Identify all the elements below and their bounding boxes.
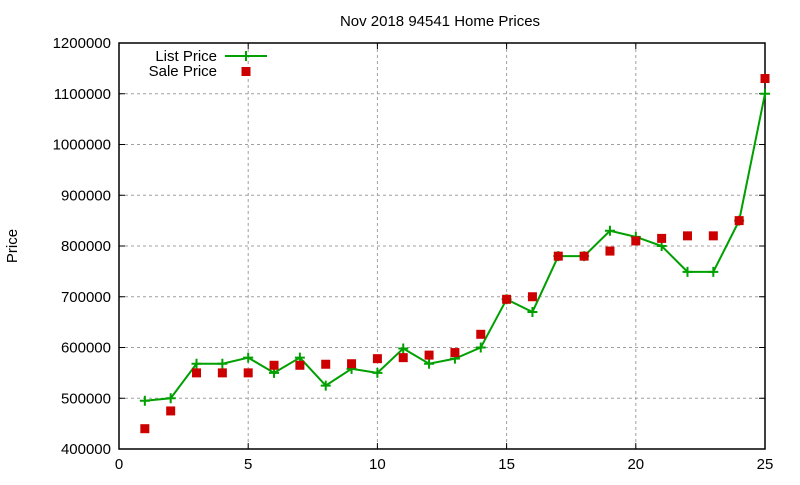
sale-price-marker	[295, 360, 305, 370]
y-tick-label: 800000	[61, 238, 111, 255]
list-price-marker	[527, 306, 538, 317]
list-price-marker	[760, 88, 770, 99]
list-price-marker	[139, 395, 150, 406]
sale-price-marker	[398, 353, 408, 363]
y-tick-label: 900000	[61, 187, 111, 204]
sale-price-marker	[347, 359, 357, 369]
sale-price-marker	[527, 292, 537, 302]
list-price-marker	[398, 343, 409, 354]
list-price-marker	[424, 358, 435, 369]
sale-price-marker	[553, 251, 563, 261]
sale-price-marker	[682, 231, 692, 241]
list-price-marker	[191, 358, 202, 369]
sale-price-marker	[708, 231, 718, 241]
sale-price-marker	[579, 251, 589, 261]
list-price-marker	[682, 266, 693, 277]
sale-price-marker	[166, 406, 176, 416]
sale-price-marker	[631, 236, 641, 246]
y-tick-label: 1000000	[53, 137, 111, 154]
list-price-marker	[604, 225, 615, 236]
y-axis-label: Price	[4, 229, 21, 263]
sale-price-marker	[476, 329, 486, 339]
x-tick-label: 10	[369, 456, 386, 473]
y-tick-label: 1200000	[53, 35, 111, 52]
x-tick-label: 25	[757, 456, 774, 473]
sale-price-marker	[269, 360, 279, 370]
sale-price-marker	[605, 246, 615, 256]
list-price-marker	[243, 352, 254, 363]
legend-label-list-price: List Price	[155, 48, 217, 65]
list-price-marker	[165, 393, 176, 404]
y-tick-label: 600000	[61, 340, 111, 357]
x-tick-label: 20	[627, 456, 644, 473]
sale-price-marker	[243, 368, 253, 378]
y-tick-label: 400000	[61, 441, 111, 458]
legend-square-icon	[241, 67, 251, 76]
sale-price-marker	[217, 368, 227, 378]
sale-price-marker	[734, 216, 744, 226]
sale-price-marker	[760, 74, 770, 84]
sale-price-marker	[372, 354, 382, 364]
y-tick-label: 500000	[61, 390, 111, 407]
plot-frame	[118, 42, 766, 450]
list-price-marker	[372, 367, 383, 378]
y-tick-label: 1100000	[54, 86, 111, 103]
legend-label-sale-price: Sale Price	[149, 63, 217, 80]
y-tick-label: 700000	[61, 289, 111, 306]
sale-price-marker	[450, 348, 460, 358]
x-tick-label: 5	[244, 456, 252, 473]
x-tick-label: 0	[115, 456, 123, 473]
sale-price-marker	[502, 294, 512, 304]
list-price-marker	[708, 266, 719, 277]
sale-price-marker	[424, 350, 434, 360]
sale-price-marker	[192, 368, 202, 378]
list-price-marker	[475, 342, 486, 353]
x-tick-label: 15	[498, 456, 515, 473]
chart-title: Nov 2018 94541 Home Prices	[340, 13, 540, 30]
axis-ticks: 0 5 10 15 20 25 400000 500000 600000 700000 800000…	[53, 35, 774, 473]
data-series	[139, 74, 770, 434]
list-price-marker	[217, 358, 228, 369]
sale-price-marker	[140, 424, 150, 434]
grid-lines	[119, 43, 765, 449]
list-price-marker	[320, 380, 331, 391]
sale-price-marker	[657, 233, 667, 243]
sale-price-marker	[321, 359, 331, 369]
